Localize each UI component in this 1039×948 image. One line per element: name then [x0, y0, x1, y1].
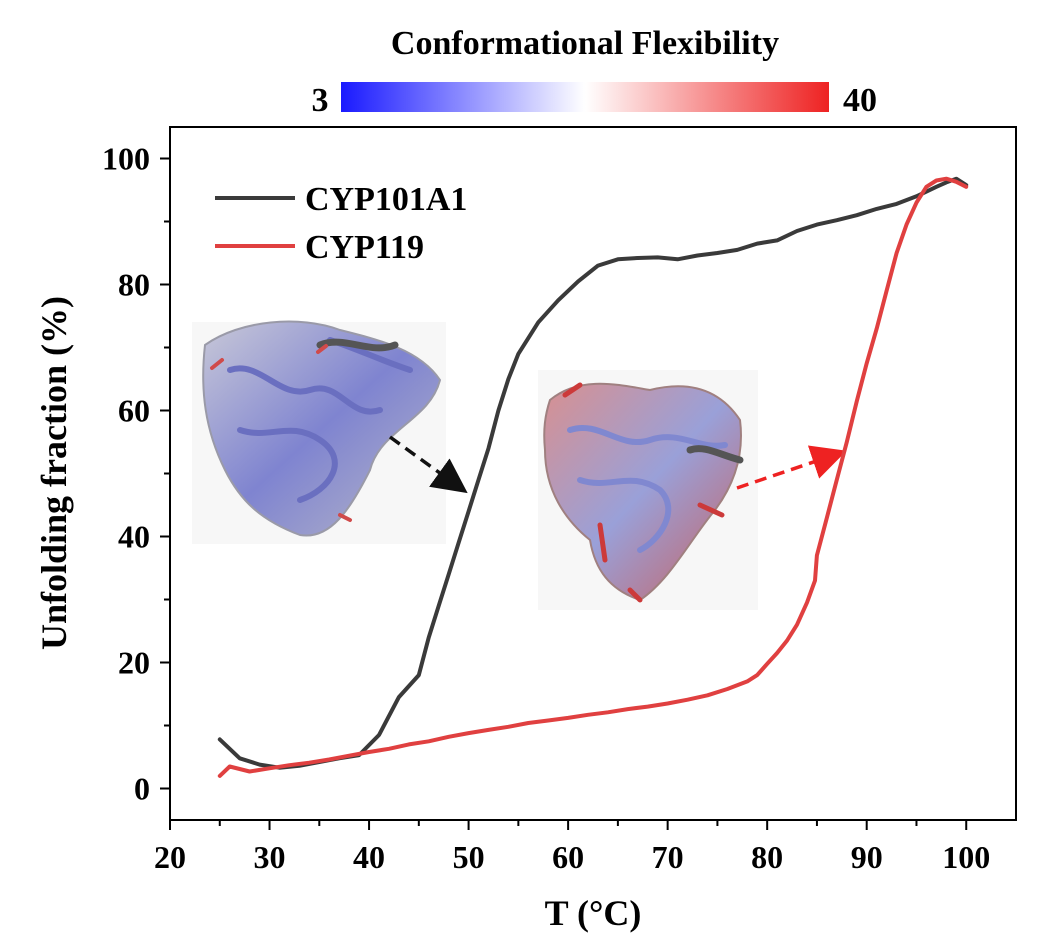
- y-tick-label-80: 80: [118, 267, 150, 303]
- protein-ribbon-cyp119: [543, 382, 742, 602]
- colorbar-max-label: 40: [843, 82, 877, 119]
- colorbar: Conformational Flexibility 3 40: [312, 25, 878, 119]
- legend-label-cyp119: CYP119: [305, 229, 424, 266]
- protein-inset-cyp119: [538, 370, 758, 610]
- series-layer: [217, 176, 969, 778]
- y-axis-label: Unfolding fraction (%): [34, 296, 74, 650]
- protein-helices-cyp119: [567, 425, 728, 553]
- y-tick-label-0: 0: [134, 771, 150, 807]
- arrow-cyp101a1: [388, 435, 468, 494]
- x-tick-label-70: 70: [652, 839, 684, 875]
- y-tick-label-60: 60: [118, 393, 150, 429]
- x-tick-label-20: 20: [154, 839, 186, 875]
- x-axis: 20 30 40 50 60 70 80 90 100: [154, 820, 990, 875]
- legend-label-cyp101a1: CYP101A1: [305, 181, 467, 218]
- x-tick-label-90: 90: [851, 839, 883, 875]
- y-axis: 0 20 40 60 80 100: [102, 141, 170, 807]
- colorbar-title: Conformational Flexibility: [391, 25, 779, 62]
- protein-helix-dark-cyp119: [686, 445, 744, 464]
- protein-inset-cyp101a1: [192, 320, 446, 544]
- legend: CYP101A1 CYP119: [215, 181, 467, 266]
- colorbar-gradient: [341, 82, 829, 112]
- x-tick-label-60: 60: [552, 839, 584, 875]
- y-tick-label-20: 20: [118, 645, 150, 681]
- y-tick-label-100: 100: [102, 141, 150, 177]
- series-line-cyp119: [217, 176, 969, 778]
- x-tick-label-80: 80: [751, 839, 783, 875]
- x-tick-label-50: 50: [453, 839, 485, 875]
- series-line-cyp101a1: [217, 176, 969, 770]
- x-tick-label-30: 30: [254, 839, 286, 875]
- y-tick-label-40: 40: [118, 519, 150, 555]
- protein-flexible-loops-cyp119: [562, 382, 725, 603]
- colorbar-min-label: 3: [312, 82, 329, 119]
- x-axis-label: T (°C): [545, 893, 642, 933]
- x-tick-label-40: 40: [353, 839, 385, 875]
- x-tick-label-100: 100: [942, 839, 990, 875]
- protein-flexible-loops-cyp101a1: [210, 344, 352, 522]
- protein-helix-dark-cyp101a1: [316, 338, 399, 352]
